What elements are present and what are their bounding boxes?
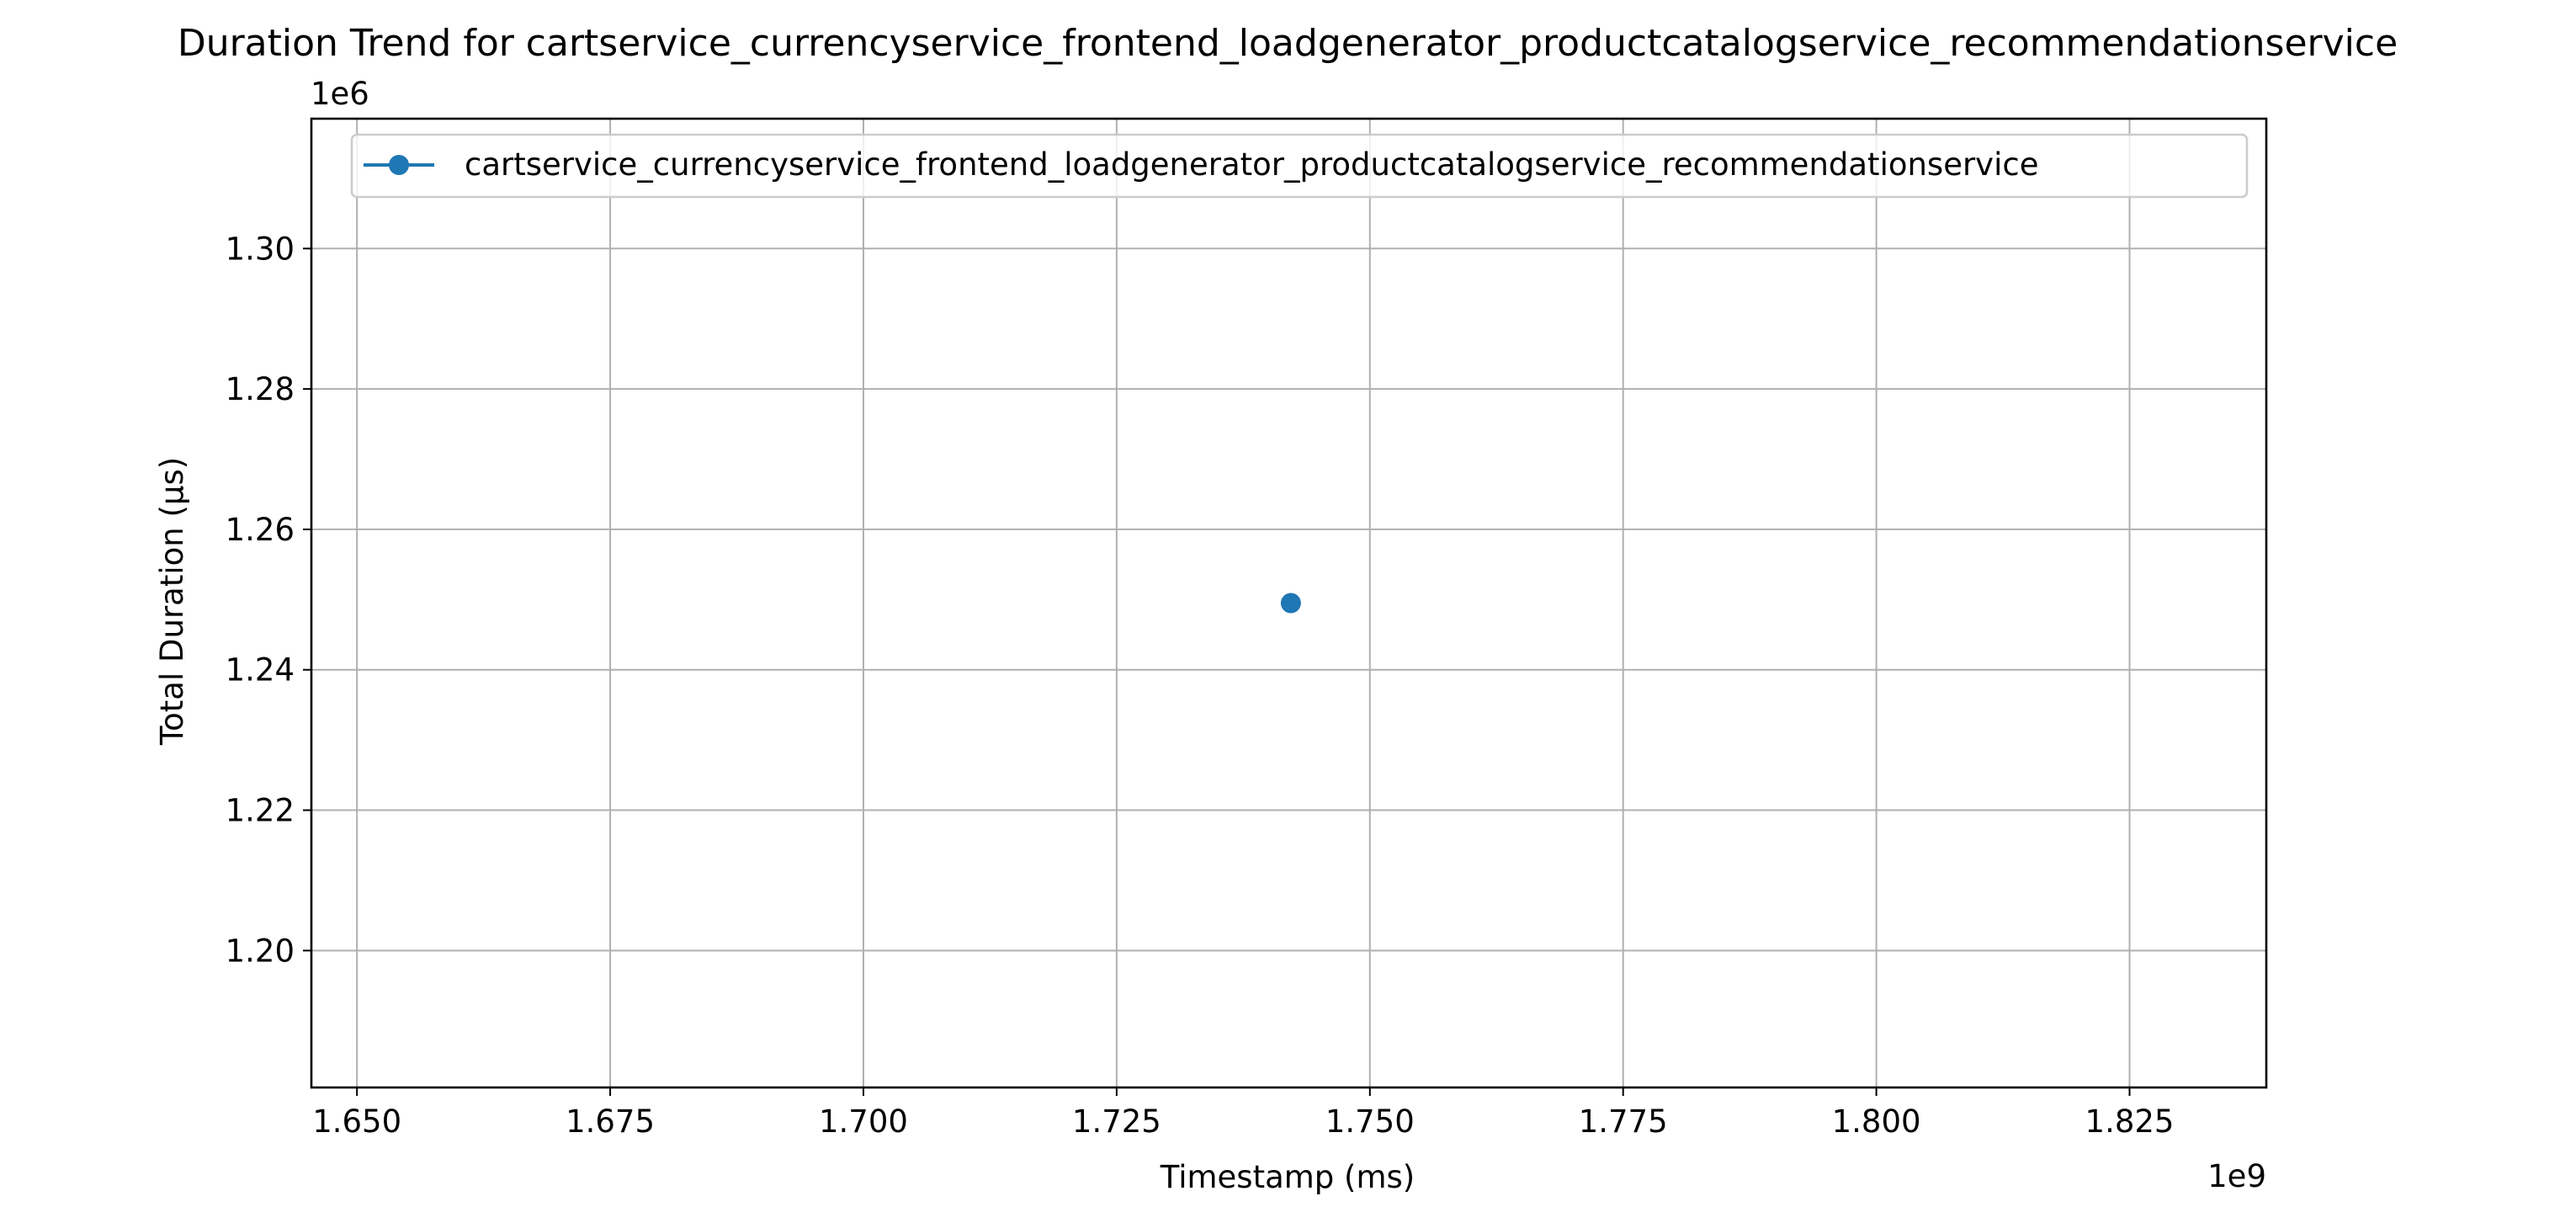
y-tick-label: 1.30 xyxy=(226,231,295,267)
legend-box xyxy=(350,133,2249,199)
legend-marker-swatch xyxy=(389,155,409,175)
y-axis-label: Total Duration (µs) xyxy=(154,457,190,746)
legend-entry-label: cartservice_currencyservice_frontend_loa… xyxy=(465,146,2038,183)
x-tick-label: 1.800 xyxy=(1832,1103,1921,1140)
x-tick-label: 1.675 xyxy=(566,1103,655,1140)
x-tick-label: 1.775 xyxy=(1579,1103,1668,1140)
axis-ticks: 1.650 1.675 1.700 1.725 1.750 1.775 1.800 1.825… xyxy=(226,231,2175,1140)
x-tick-label: 1.725 xyxy=(1072,1103,1161,1140)
chart-title: Duration Trend for cartservice_currencys… xyxy=(178,22,2398,65)
plot-frame xyxy=(310,117,2268,1089)
y-tick-label: 1.26 xyxy=(226,512,295,548)
x-tick-label: 1.650 xyxy=(312,1103,401,1140)
grid xyxy=(311,119,2266,1087)
y-tick-label: 1.20 xyxy=(226,933,295,969)
y-tick-label: 1.28 xyxy=(226,371,295,407)
y-tick-label: 1.22 xyxy=(226,793,295,829)
x-tick-label: 1.750 xyxy=(1325,1103,1415,1140)
x-tick-label: 1.700 xyxy=(819,1103,908,1140)
legend: cartservice_currencyservice_frontend_loa… xyxy=(350,133,2249,199)
x-axis-offset-label: 1e9 xyxy=(2207,1158,2266,1194)
y-axis-offset-label: 1e6 xyxy=(311,76,369,112)
y-tick-label: 1.24 xyxy=(226,652,295,689)
x-tick-label: 1.825 xyxy=(2085,1103,2175,1140)
data-point xyxy=(1280,593,1301,614)
series-layer xyxy=(1280,593,1301,614)
x-axis-label: Timestamp (ms) xyxy=(1160,1159,1415,1195)
